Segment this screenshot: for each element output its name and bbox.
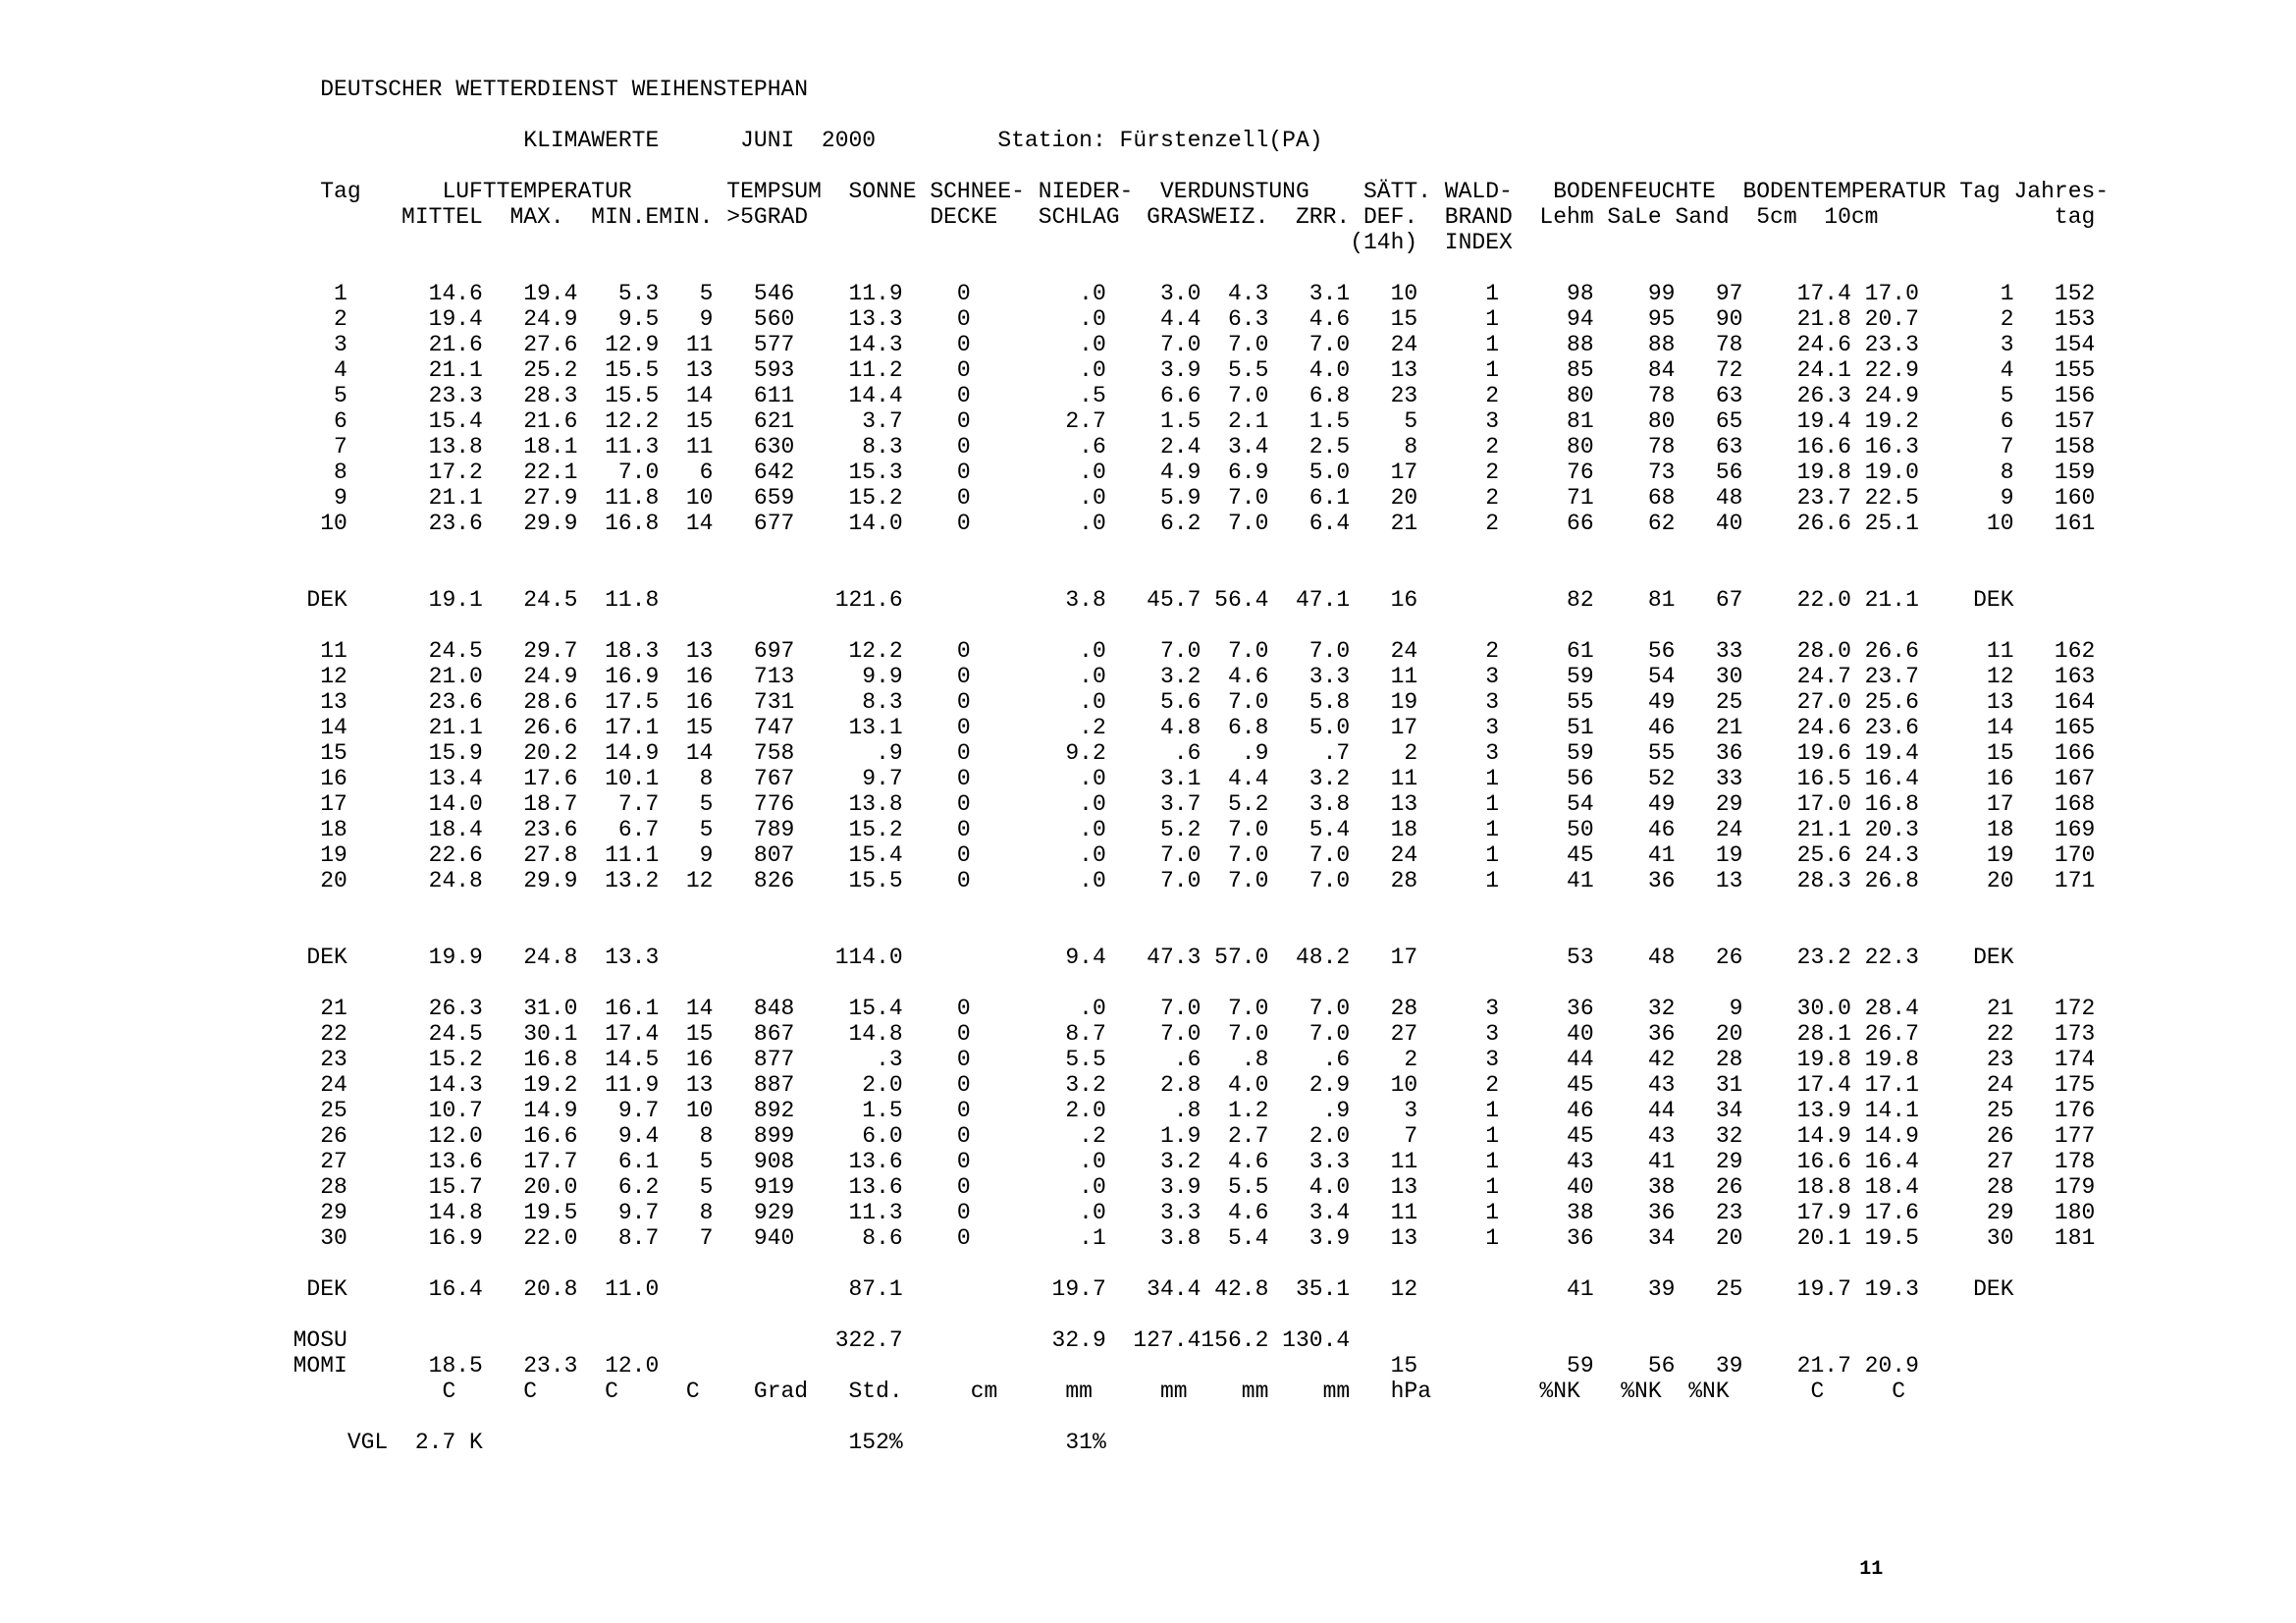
table-row: 23 15.2 16.8 14.5 16 877 .3 0 5.5 .6 .8 … [198, 1047, 2096, 1072]
page-number: 11 [198, 1558, 1884, 1581]
table-row: 16 13.4 17.6 10.1 8 767 9.7 0 .0 3.1 4.4… [198, 766, 2096, 791]
table-row: 4 21.1 25.2 15.5 13 593 11.2 0 .0 3.9 5.… [198, 357, 2096, 383]
blank [198, 1455, 2296, 1481]
table-mosu-row: MOSU 322.7 32.9 127.4156.2 130.4 [198, 1327, 1351, 1353]
blank [198, 1302, 2296, 1327]
blank [198, 919, 2296, 945]
blank [198, 1532, 2296, 1557]
blank [198, 1251, 2296, 1276]
table-dek-row: DEK 19.9 24.8 13.3 114.0 9.4 47.3 57.0 4… [198, 945, 2014, 970]
table-row: 17 14.0 18.7 7.7 5 776 13.8 0 .0 3.7 5.2… [198, 791, 2096, 817]
table-row: 14 21.1 26.6 17.1 15 747 13.1 0 .2 4.8 6… [198, 715, 2096, 740]
blank [198, 613, 2296, 638]
blank [198, 1481, 2296, 1506]
table-units-row: C C C C Grad Std. cm mm mm mm mm hPa %NK… [198, 1379, 1906, 1404]
blank [198, 51, 2296, 77]
table-row: 7 13.8 18.1 11.3 11 630 8.3 0 .6 2.4 3.4… [198, 434, 2096, 460]
table-row: 19 22.6 27.8 11.1 9 807 15.4 0 .0 7.0 7.… [198, 842, 2096, 868]
table-group-header-line: Tag LUFTTEMPERATUR TEMPSUM SONNE SCHNEE-… [198, 179, 2109, 204]
blank [198, 1404, 2296, 1430]
table-row: 28 15.7 20.0 6.2 5 919 13.6 0 .0 3.9 5.5… [198, 1174, 2096, 1200]
report-subtitle: KLIMAWERTE JUNI 2000 Station: Fürstenzel… [198, 128, 1323, 153]
table-momi-row: MOMI 18.5 23.3 12.0 15 59 56 39 21.7 20.… [198, 1353, 1919, 1379]
table-row: 25 10.7 14.9 9.7 10 892 1.5 0 2.0 .8 1.2… [198, 1098, 2096, 1123]
blank [198, 26, 2296, 51]
table-row: 9 21.1 27.9 11.8 10 659 15.2 0 .0 5.9 7.… [198, 485, 2096, 511]
table-row: 6 15.4 21.6 12.2 15 621 3.7 0 2.7 1.5 2.… [198, 408, 2096, 434]
table-vgl-row: VGL 2.7 K 152% 31% [198, 1430, 1106, 1455]
table-row: 29 14.8 19.5 9.7 8 929 11.3 0 .0 3.3 4.6… [198, 1200, 2096, 1225]
table-dek-row: DEK 16.4 20.8 11.0 87.1 19.7 34.4 42.8 3… [198, 1276, 2014, 1302]
table-row: 11 24.5 29.7 18.3 13 697 12.2 0 .0 7.0 7… [198, 638, 2096, 664]
table-row: 15 15.9 20.2 14.9 14 758 .9 0 9.2 .6 .9 … [198, 740, 2096, 766]
table-row: 24 14.3 19.2 11.9 13 887 2.0 0 3.2 2.8 4… [198, 1072, 2096, 1098]
table-row: 5 23.3 28.3 15.5 14 611 14.4 0 .5 6.6 7.… [198, 383, 2096, 408]
table-sub-header-line-2: (14h) INDEX [198, 230, 1513, 255]
table-row: 27 13.6 17.7 6.1 5 908 13.6 0 .0 3.2 4.6… [198, 1149, 2096, 1174]
table-row: 26 12.0 16.6 9.4 8 899 6.0 0 .2 1.9 2.7 … [198, 1123, 2096, 1149]
blank [198, 893, 2296, 919]
table-row: 21 26.3 31.0 16.1 14 848 15.4 0 .0 7.0 7… [198, 996, 2096, 1021]
table-dek-row: DEK 19.1 24.5 11.8 121.6 3.8 45.7 56.4 4… [198, 587, 2014, 613]
blank [198, 153, 2296, 179]
blank [198, 102, 2296, 128]
report-title: DEUTSCHER WETTERDIENST WEIHENSTEPHAN [198, 77, 809, 102]
table-row: 22 24.5 30.1 17.4 15 867 14.8 0 8.7 7.0 … [198, 1021, 2096, 1047]
table-row: 12 21.0 24.9 16.9 16 713 9.9 0 .0 3.2 4.… [198, 664, 2096, 689]
table-row: 13 23.6 28.6 17.5 16 731 8.3 0 .0 5.6 7.… [198, 689, 2096, 715]
table-row: 20 24.8 29.9 13.2 12 826 15.5 0 .0 7.0 7… [198, 868, 2096, 893]
blank [198, 255, 2296, 281]
table-row: 1 14.6 19.4 5.3 5 546 11.9 0 .0 3.0 4.3 … [198, 281, 2096, 306]
climate-report: DEUTSCHER WETTERDIENST WEIHENSTEPHAN KLI… [198, 26, 2296, 1581]
blank [198, 536, 2296, 562]
table-row: 18 18.4 23.6 6.7 5 789 15.2 0 .0 5.2 7.0… [198, 817, 2096, 842]
table-sub-header-line: MITTEL MAX. MIN.EMIN. >5GRAD DECKE SCHLA… [198, 204, 2096, 230]
blank [198, 1506, 2296, 1532]
table-row: 30 16.9 22.0 8.7 7 940 8.6 0 .1 3.8 5.4 … [198, 1225, 2096, 1251]
table-row: 2 19.4 24.9 9.5 9 560 13.3 0 .0 4.4 6.3 … [198, 306, 2096, 332]
table-row: 8 17.2 22.1 7.0 6 642 15.3 0 .0 4.9 6.9 … [198, 460, 2096, 485]
table-row: 3 21.6 27.6 12.9 11 577 14.3 0 .0 7.0 7.… [198, 332, 2096, 357]
blank [198, 562, 2296, 587]
blank [198, 970, 2296, 996]
table-row: 10 23.6 29.9 16.8 14 677 14.0 0 .0 6.2 7… [198, 511, 2096, 536]
